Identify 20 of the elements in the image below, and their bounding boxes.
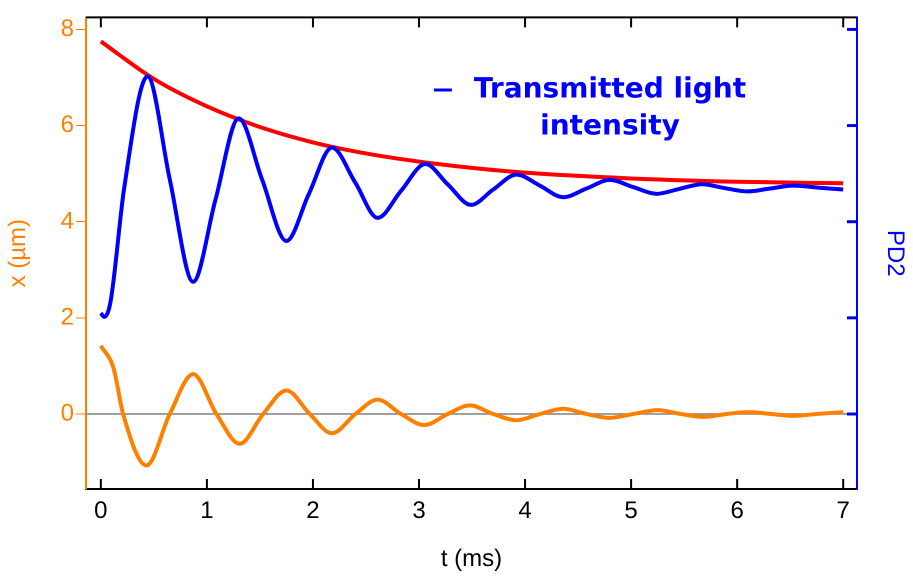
x-tick-label: 4 <box>518 497 532 524</box>
x-tick-label: 7 <box>836 497 850 524</box>
line-series <box>98 74 846 319</box>
y-tick-label: 8 <box>60 15 74 42</box>
y2-axis-title: PD2 <box>882 230 909 277</box>
line-series <box>98 344 846 468</box>
y-tick-label: 2 <box>60 303 74 330</box>
line-series <box>98 39 846 186</box>
y-tick-label: 0 <box>60 400 74 427</box>
x-tick-label: 3 <box>412 497 426 524</box>
x-tick-label: 1 <box>200 497 214 524</box>
y-axis-title: x (µm) <box>4 218 32 288</box>
legend-label: Transmitted light intensity <box>474 71 746 142</box>
x-tick-label: 0 <box>94 497 108 524</box>
x-axis-title: t (ms) <box>440 545 502 572</box>
x-tick-label: 2 <box>306 497 320 524</box>
y-tick-label: 4 <box>60 207 74 234</box>
y-tick-label: 6 <box>60 111 74 138</box>
x-tick-label: 6 <box>730 497 744 524</box>
x-tick-label: 5 <box>624 497 638 524</box>
